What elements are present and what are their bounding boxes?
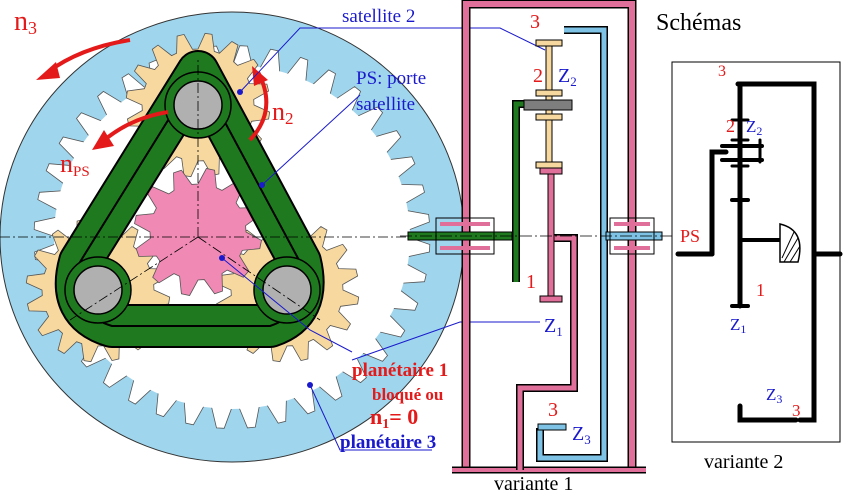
planet-hub-right-pin (262, 265, 312, 315)
variante-1-caption: variante 1 (494, 473, 573, 493)
rotation-arrow-n2 (248, 66, 269, 142)
v2-carrier-arm (709, 149, 729, 257)
planet-hub-left-pin (73, 265, 123, 315)
n1-zero-label: n1= 0 (370, 404, 418, 432)
variante-2-caption: variante 2 (704, 451, 783, 473)
variante-1-schema: 3 2 Z2 1 Z1 3 Z3 variante 1 (400, 0, 680, 493)
planetary-gear-drawing: n3 n2 nPS satellite 2 PS: porte satellit… (0, 6, 546, 463)
bloque-label: bloqué ou (372, 385, 443, 404)
v2-label-z1: Z1 (730, 315, 746, 336)
center-lines (0, 60, 470, 321)
n2-label: n2 (272, 97, 294, 128)
v1-green-carrier (512, 100, 536, 282)
v2-label-z3: Z3 (766, 385, 782, 406)
v2-label-z2: Z2 (746, 117, 762, 138)
v2-label-3-top: 3 (718, 63, 726, 80)
rotation-arrow-n3 (36, 38, 131, 80)
nps-label: nPS (60, 149, 90, 180)
variante-2-schema: Schémas (656, 10, 843, 473)
v2-label-1: 1 (756, 280, 765, 300)
v1-label-1: 1 (526, 271, 536, 293)
v2-z3-hook (737, 403, 799, 423)
v2-label-3-bot: 3 (792, 401, 801, 420)
schemas-title: Schémas (656, 10, 741, 36)
v1-planet-pin (523, 99, 573, 111)
satellite-2-label: satellite 2 (342, 6, 415, 27)
v2-label-2: 2 (726, 116, 735, 136)
v1-label-3-top: 3 (530, 11, 540, 33)
v1-label-z2: Z2 (558, 65, 577, 89)
v1-label-3-bot: 3 (548, 399, 558, 421)
planetaire-1-label: planétaire 1 (352, 360, 448, 381)
v1-label-z1: Z1 (544, 315, 563, 339)
v1-sun-z1-shaft (547, 167, 555, 299)
v2-label-ps: PS (680, 226, 700, 246)
v1-label-2: 2 (533, 65, 543, 87)
v1-z3-tooth (537, 423, 567, 431)
porte-satellite-label-2: satellite (356, 94, 415, 115)
v1-label-z3: Z3 (572, 423, 591, 447)
porte-satellite-label-1: PS: porte (356, 68, 426, 89)
leader-lines (221, 27, 546, 451)
planetaire-3-label: planétaire 3 (340, 432, 436, 453)
n3-label: n3 (14, 6, 37, 38)
rotation-arrow-nps (92, 110, 169, 150)
